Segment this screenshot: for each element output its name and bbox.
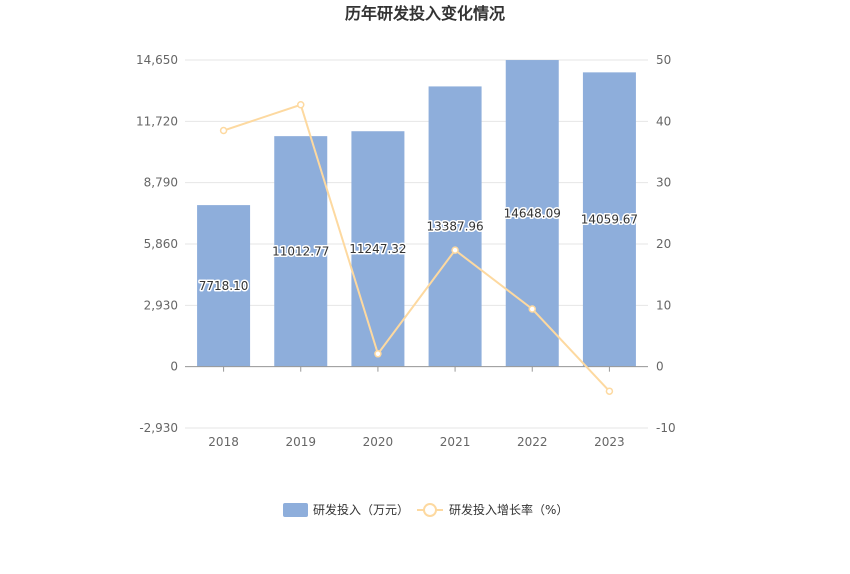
- left-tick-label: 11,720: [136, 114, 178, 128]
- legend-swatch-marker: [423, 503, 437, 517]
- legend-label-bar: 研发投入（万元）: [313, 502, 409, 517]
- bar-value-label: 7718.10: [199, 279, 249, 293]
- right-tick-label: 10: [656, 298, 671, 312]
- growth-point-2023[interactable]: [605, 387, 614, 395]
- bar-2023[interactable]: [582, 72, 636, 367]
- legend-swatch-bar: [283, 503, 308, 517]
- x-tick-label: 2018: [208, 435, 239, 449]
- right-tick-label: 50: [656, 53, 671, 67]
- bar-value-label: 14059.67: [581, 213, 638, 227]
- left-axis: -2,930 0 2,930 5,860 8,790 11,720 14,650: [136, 53, 178, 435]
- growth-point-2022[interactable]: [528, 305, 536, 313]
- legend: 研发投入（万元） 研发投入增长率（%）: [283, 502, 568, 517]
- legend-label-line: 研发投入增长率（%）: [449, 502, 568, 517]
- bar-2018[interactable]: [197, 205, 251, 367]
- growth-point-2021[interactable]: [451, 246, 459, 254]
- right-tick-label: -10: [656, 421, 676, 435]
- bar-value-label: 11247.32: [349, 242, 406, 256]
- x-tick-label: 2021: [440, 435, 471, 449]
- left-tick-label: 0: [170, 360, 178, 374]
- chart-title: 历年研发投入变化情况: [345, 4, 505, 23]
- bar-value-label: 11012.77: [272, 244, 329, 258]
- legend-item-line[interactable]: 研发投入增长率（%）: [417, 502, 568, 517]
- line-series: [219, 101, 614, 395]
- x-axis: 2018 2019 2020 2021 2022 2023: [185, 366, 648, 449]
- right-axis: -10 0 10 20 30 40 50: [656, 53, 676, 435]
- growth-point-2019[interactable]: [297, 101, 305, 109]
- bar-labels: 7718.10 11012.77 11247.32 13387.96 14648.09 1…: [197, 205, 639, 295]
- left-tick-label: 5,860: [144, 237, 178, 251]
- growth-line: [223, 103, 611, 392]
- bar-value-label: 13387.96: [426, 220, 483, 234]
- x-tick-label: 2023: [594, 435, 625, 449]
- bar-2021[interactable]: [428, 86, 482, 367]
- right-tick-label: 20: [656, 237, 671, 251]
- growth-point-2018[interactable]: [219, 126, 228, 135]
- x-tick-label: 2022: [517, 435, 548, 449]
- growth-point-2020[interactable]: [374, 350, 382, 358]
- legend-item-bar[interactable]: 研发投入（万元）: [283, 502, 409, 517]
- bar-2020[interactable]: [351, 131, 405, 367]
- bar-series: [197, 60, 636, 367]
- x-tick-label: 2019: [285, 435, 316, 449]
- left-tick-label: -2,930: [139, 421, 178, 435]
- left-tick-label: 8,790: [144, 176, 178, 190]
- bar-value-label: 14648.09: [504, 206, 561, 220]
- right-tick-label: 30: [656, 176, 671, 190]
- right-tick-label: 40: [656, 114, 671, 128]
- grid-lines: [185, 59, 648, 429]
- right-tick-label: 0: [656, 360, 664, 374]
- left-tick-label: 2,930: [144, 298, 178, 312]
- left-tick-label: 14,650: [136, 53, 178, 67]
- bar-2022[interactable]: [505, 60, 559, 367]
- bar-2019[interactable]: [274, 136, 328, 367]
- x-tick-label: 2020: [363, 435, 394, 449]
